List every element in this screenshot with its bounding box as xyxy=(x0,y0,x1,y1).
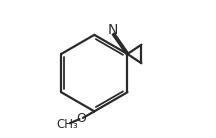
Text: N: N xyxy=(108,23,118,37)
Text: CH₃: CH₃ xyxy=(56,118,78,131)
Text: O: O xyxy=(76,112,86,125)
